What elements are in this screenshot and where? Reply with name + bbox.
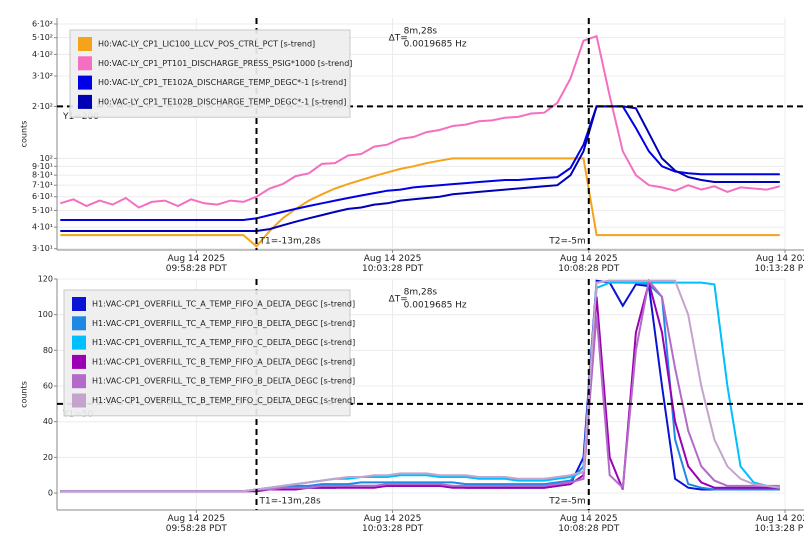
y-tick-label: 5·10² <box>32 33 53 42</box>
legend-label: H0:VAC-LY_CP1_TE102A_DISCHARGE_TEMP_DEGC… <box>98 78 346 87</box>
y-tick-label: 3·10² <box>32 72 53 81</box>
delta-freq: 0.0019685 Hz <box>404 301 467 311</box>
y-tick-label: 0 <box>48 489 53 498</box>
t2-label: T2=-5m <box>548 497 586 507</box>
y-tick-label: 9·10¹ <box>32 162 53 171</box>
x-tick-label: Aug 14 2025 10:13:28 PDT <box>754 514 804 534</box>
x-tick-label: Aug 14 2025 10:03:28 PDT <box>361 254 424 274</box>
y-axis-label: counts <box>20 121 29 148</box>
legend-swatch <box>72 335 86 350</box>
y-tick-label: 5·10¹ <box>32 206 53 215</box>
legend-swatch <box>72 374 86 389</box>
y-tick-label: 3·10¹ <box>32 244 53 253</box>
delta-freq: 0.0019685 Hz <box>404 40 467 50</box>
y-tick-label: 7·10¹ <box>32 181 53 190</box>
series-line <box>60 157 780 248</box>
delta-time: 8m,28s <box>404 27 438 37</box>
legend-swatch <box>72 393 86 408</box>
x-tick-label: Aug 14 2025 09:58:28 PDT <box>165 514 227 534</box>
legend-label: H0:VAC-LY_CP1_PT101_DISCHARGE_PRESS_PSIG… <box>98 59 352 68</box>
legend-swatch <box>72 297 86 311</box>
legend-swatch <box>72 354 86 369</box>
legend-swatch <box>78 94 92 109</box>
x-tick-label: Aug 14 2025 10:08:28 PDT <box>558 514 620 534</box>
legend-label: H1:VAC-CP1_OVERFILL_TC_B_TEMP_FIFO_C_DEL… <box>92 396 355 405</box>
legend-label: H1:VAC-CP1_OVERFILL_TC_B_TEMP_FIFO_B_DEL… <box>92 377 355 386</box>
legend-box <box>69 29 351 118</box>
legend-swatch <box>78 37 92 51</box>
x-tick-label: Aug 14 2025 10:13:28 PDT <box>754 254 804 274</box>
y-axis-label: counts <box>20 381 29 408</box>
legend-swatch <box>78 56 92 71</box>
legend-label: H1:VAC-CP1_OVERFILL_TC_A_TEMP_FIFO_C_DEL… <box>92 338 355 347</box>
delta-label: ΔT= <box>389 34 408 44</box>
y-tick-label: 80 <box>43 346 53 355</box>
y-tick-label: 120 <box>38 275 53 284</box>
legend-box <box>63 289 351 417</box>
t1-label: T1=-13m,28s <box>258 497 321 507</box>
y-tick-label: 60 <box>43 382 53 391</box>
t1-label: T1=-13m,28s <box>258 237 321 247</box>
x-tick-label: Aug 14 2025 09:58:28 PDT <box>165 254 227 274</box>
legend-label: H0:VAC-LY_CP1_LIC100_LLCV_POS_CTRL_PCT [… <box>98 40 315 49</box>
y-tick-label: 4·10² <box>32 50 53 59</box>
legend-label: H1:VAC-CP1_OVERFILL_TC_B_TEMP_FIFO_A_DEL… <box>92 357 355 366</box>
t2-label: T2=-5m <box>548 237 586 247</box>
series-line <box>60 279 780 493</box>
y-tick-label: 2·10² <box>32 102 53 111</box>
legend-label: H1:VAC-CP1_OVERFILL_TC_A_TEMP_FIFO_B_DEL… <box>92 319 355 328</box>
y-tick-label: 100 <box>38 310 53 319</box>
y-tick-label: 8·10¹ <box>32 171 53 180</box>
legend-label: H1:VAC-CP1_OVERFILL_TC_A_TEMP_FIFO_A_DEL… <box>92 300 355 309</box>
y-tick-label: 20 <box>43 453 53 462</box>
x-tick-label: Aug 14 2025 10:08:28 PDT <box>558 254 620 274</box>
delta-label: ΔT= <box>389 295 408 305</box>
y-tick-label: 40 <box>43 417 53 426</box>
y-tick-label: 4·10¹ <box>32 223 53 232</box>
legend-swatch <box>78 75 92 90</box>
series-line <box>60 34 781 209</box>
y-tick-label: 10² <box>40 154 53 163</box>
y-tick-label: 6·10¹ <box>32 192 53 201</box>
legend-label: H0:VAC-LY_CP1_TE102B_DISCHARGE_TEMP_DEGC… <box>98 97 346 106</box>
y-tick-label: 6·10² <box>32 20 53 29</box>
delta-time: 8m,28s <box>404 288 438 298</box>
series-line <box>60 105 780 221</box>
series-line <box>60 105 780 232</box>
x-tick-label: Aug 14 2025 10:03:28 PDT <box>361 514 424 534</box>
legend-swatch <box>72 316 86 331</box>
